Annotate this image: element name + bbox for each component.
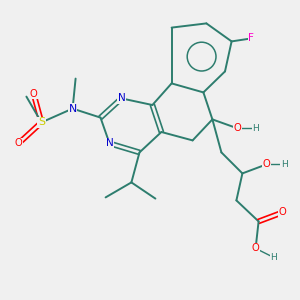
Text: S: S (38, 117, 45, 128)
Text: O: O (279, 207, 286, 218)
Text: N: N (106, 138, 113, 148)
Text: H: H (252, 124, 259, 133)
Text: H: H (281, 160, 288, 169)
Text: O: O (30, 88, 38, 99)
Text: N: N (118, 93, 125, 103)
Text: H: H (270, 253, 277, 262)
Text: O: O (262, 159, 270, 170)
Text: F: F (248, 33, 254, 43)
Text: O: O (252, 243, 260, 254)
Text: O: O (234, 123, 242, 134)
Text: O: O (15, 138, 22, 148)
Text: N: N (68, 103, 77, 114)
